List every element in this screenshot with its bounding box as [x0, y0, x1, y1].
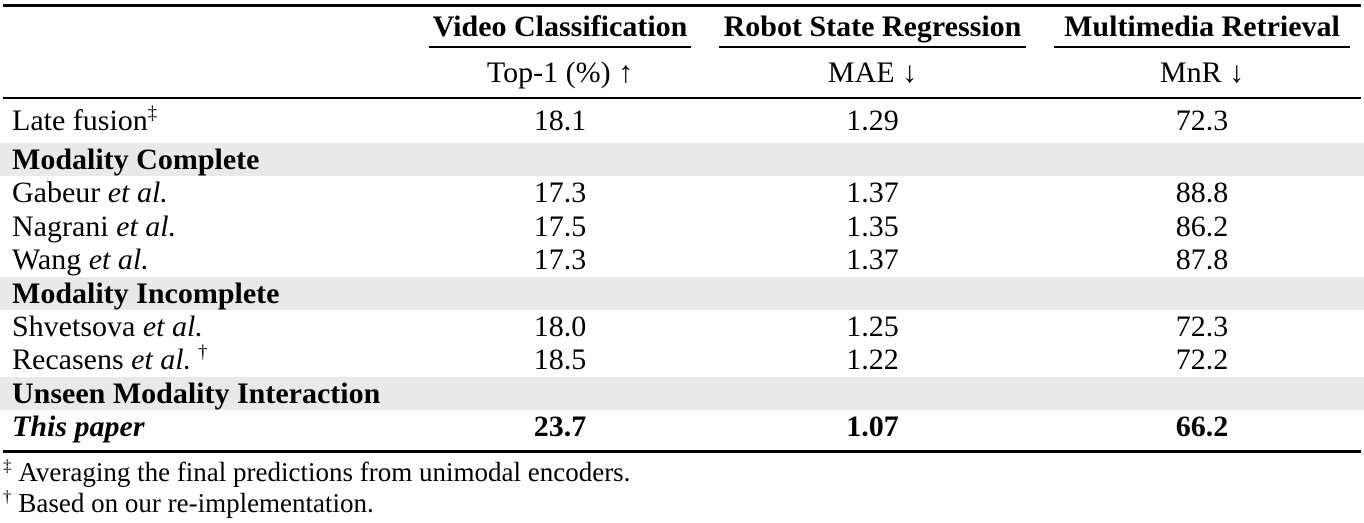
table-row-gabeur: Gabeur et al. 17.3 1.37 88.8 [0, 176, 1364, 210]
table-row-nagrani: Nagrani et al. 17.5 1.35 86.2 [0, 210, 1364, 243]
etal: et al. [107, 176, 168, 209]
cmid-rule [719, 46, 1026, 48]
metric-mnr: MnR ↓ [1159, 55, 1245, 89]
mae-value: 1.25 [846, 309, 899, 343]
mnr-value: 87.8 [1175, 243, 1229, 276]
etal: et al. [142, 309, 203, 343]
column-group-header-row: Video Classification Robot State Regress… [0, 7, 1364, 48]
table-row-wang: Wang et al. 17.3 1.37 87.8 [0, 243, 1364, 277]
group-header-robot-state-regression: Robot State Regression [705, 7, 1040, 48]
cmid-rule [429, 46, 691, 48]
mae-value: 1.07 [846, 409, 899, 443]
group-header-multimedia-retrieval: Multimedia Retrieval [1040, 7, 1364, 48]
footnote-marker-double-dagger: ‡ [3, 456, 12, 475]
mae-value: 1.35 [846, 209, 899, 243]
method-cell: Nagrani et al. [0, 209, 415, 243]
mnr-value: 86.2 [1175, 209, 1229, 243]
method-cell: Shvetsova et al. [0, 309, 415, 343]
etal: et al. [131, 343, 192, 376]
top1-value: 17.3 [533, 176, 587, 209]
footnote-double-dagger: ‡ Averaging the final predictions from un… [3, 457, 1364, 488]
bottom-rule [3, 450, 1361, 453]
mae-value: 1.37 [846, 243, 899, 276]
method-cell: Wang et al. [0, 245, 415, 275]
footnote-marker-dagger: † [198, 342, 208, 363]
footnote-dagger: † Based on our re-implementation. [3, 488, 1364, 519]
group-title: Video Classification [432, 9, 688, 43]
top1-value: 17.3 [533, 243, 587, 276]
footnote-text: Based on our re-implementation. [18, 488, 374, 518]
method-name: Recasens [12, 343, 132, 376]
spacer [0, 443, 1364, 450]
mae-value: 1.22 [846, 343, 899, 376]
method-cell: Gabeur et al. [0, 178, 415, 208]
metric-mae: MAE ↓ [827, 55, 918, 89]
section-title: Modality Complete [12, 142, 260, 176]
mnr-value: 88.8 [1175, 176, 1229, 209]
mnr-value: 72.2 [1175, 343, 1229, 376]
table-row-shvetsova: Shvetsova et al. 18.0 1.25 72.3 [0, 310, 1364, 343]
method-cell: This paper [0, 409, 415, 443]
top1-value: 23.7 [533, 409, 587, 443]
top-rule [3, 4, 1361, 7]
method-name: Wang [12, 243, 89, 276]
etal: et al. [88, 243, 149, 276]
method-name: Late fusion [12, 104, 148, 137]
mnr-value: 66.2 [1175, 409, 1229, 443]
section-title: Modality Incomplete [12, 276, 280, 310]
mnr-value: 72.3 [1175, 104, 1229, 137]
method-name: Shvetsova [12, 309, 143, 343]
group-title: Multimedia Retrieval [1064, 9, 1340, 43]
top1-value: 18.5 [533, 343, 587, 376]
footnotes: ‡ Averaging the final predictions from un… [0, 453, 1364, 519]
method-cell: Recasens et al. † [0, 342, 415, 376]
section-title: Unseen Modality Interaction [12, 376, 381, 410]
mae-value: 1.37 [846, 176, 899, 209]
method-cell: Late fusion‡ [0, 103, 415, 137]
section-row-modality-incomplete: Modality Incomplete [0, 277, 1364, 310]
section-row-unseen-modality-interaction: Unseen Modality Interaction [0, 377, 1364, 410]
section-row-modality-complete: Modality Complete [0, 143, 1364, 176]
metric-top1: Top-1 (%) ↑ [486, 55, 634, 89]
group-header-video-classification: Video Classification [415, 7, 705, 48]
mae-value: 1.29 [846, 104, 899, 137]
footnote-text: Averaging the final predictions from uni… [18, 457, 631, 487]
cmid-rule [1054, 46, 1350, 48]
table-row-recasens: Recasens et al. † 18.5 1.22 72.2 [0, 343, 1364, 377]
method-name: Gabeur [12, 176, 108, 209]
etal: et al. [116, 209, 177, 243]
table-row-late-fusion: Late fusion‡ 18.1 1.29 72.3 [0, 99, 1364, 143]
method-name: Nagrani [12, 209, 117, 243]
top1-value: 17.5 [533, 209, 587, 243]
table-row-this-paper: This paper 23.7 1.07 66.2 [0, 410, 1364, 443]
footnote-marker-dagger: † [3, 487, 12, 506]
metric-header-row: Top-1 (%) ↑ MAE ↓ MnR ↓ [0, 48, 1364, 97]
footnote-marker-double-dagger: ‡ [147, 103, 158, 124]
method-name: This paper [12, 409, 145, 443]
top1-value: 18.1 [533, 104, 587, 137]
mnr-value: 72.3 [1175, 309, 1229, 343]
top1-value: 18.0 [533, 309, 587, 343]
group-title: Robot State Regression [723, 9, 1022, 43]
mid-rule [3, 97, 1361, 99]
